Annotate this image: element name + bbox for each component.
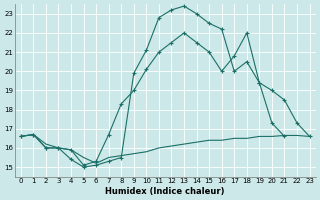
X-axis label: Humidex (Indice chaleur): Humidex (Indice chaleur) [106,187,225,196]
